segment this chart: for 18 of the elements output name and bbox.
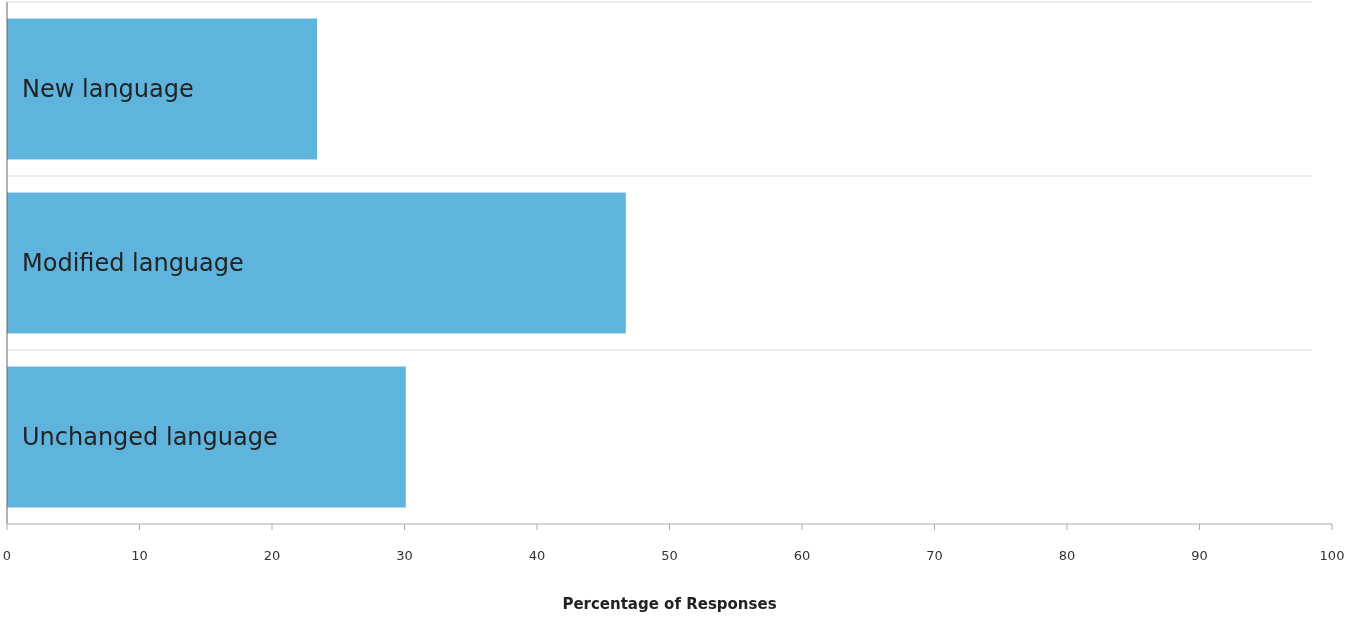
x-tick-label: 40 — [528, 548, 546, 563]
y-tick-label: Modified language — [22, 249, 244, 278]
y-tick-label: Unchanged language — [22, 423, 278, 452]
x-tick-label: 90 — [1191, 548, 1208, 563]
x-tick-label: 30 — [396, 548, 413, 563]
y-tick-label: New language — [22, 75, 194, 104]
x-axis-title: Percentage of Responses — [562, 595, 777, 613]
bar — [7, 366, 406, 508]
x-tick-label: 70 — [926, 548, 943, 563]
x-tick-label: 80 — [1058, 548, 1076, 563]
x-tick-label: 100 — [1319, 548, 1345, 563]
x-tick-label: 20 — [263, 548, 281, 563]
x-tick-label: 60 — [793, 548, 811, 563]
bar — [7, 192, 626, 334]
x-tick-label: 0 — [2, 548, 12, 563]
x-tick-label: 10 — [131, 548, 148, 563]
x-tick-label: 50 — [661, 548, 678, 563]
bar — [7, 18, 318, 160]
